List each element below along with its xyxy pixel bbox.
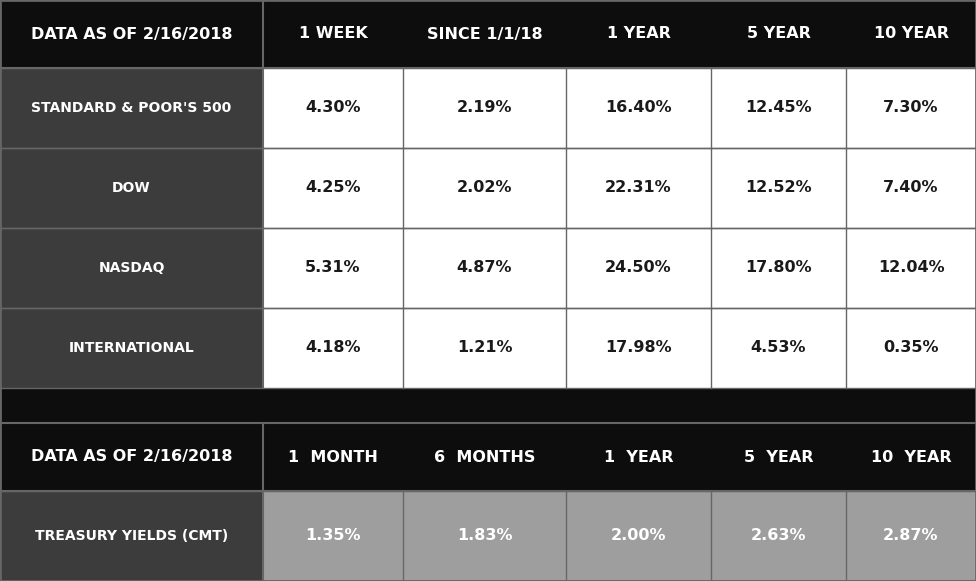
Bar (846, 491, 976, 581)
Bar (0, 491, 263, 581)
Text: 16.40%: 16.40% (605, 101, 671, 116)
Text: 2.63%: 2.63% (751, 529, 806, 543)
Text: 4.18%: 4.18% (305, 340, 361, 356)
Text: 2.00%: 2.00% (611, 529, 667, 543)
Text: 2.02%: 2.02% (457, 181, 512, 195)
Text: 17.98%: 17.98% (605, 340, 671, 356)
Text: 2.87%: 2.87% (883, 529, 939, 543)
Text: TREASURY YIELDS (CMT): TREASURY YIELDS (CMT) (35, 529, 228, 543)
Text: 22.31%: 22.31% (605, 181, 671, 195)
Text: 5 YEAR: 5 YEAR (747, 27, 810, 41)
Bar (263, 308, 403, 388)
Bar (846, 148, 976, 228)
Text: 0.35%: 0.35% (883, 340, 939, 356)
Text: 1 YEAR: 1 YEAR (606, 27, 671, 41)
Text: STANDARD & POOR'S 500: STANDARD & POOR'S 500 (31, 101, 231, 115)
Bar (0, 388, 976, 423)
Bar (263, 148, 403, 228)
Text: 12.04%: 12.04% (877, 260, 945, 275)
Bar (566, 68, 711, 148)
Bar (566, 148, 711, 228)
Bar (263, 491, 403, 581)
Text: 5  YEAR: 5 YEAR (744, 450, 813, 464)
Text: 4.25%: 4.25% (305, 181, 361, 195)
Bar (0, 68, 263, 148)
Bar (566, 491, 711, 581)
Text: 1 WEEK: 1 WEEK (299, 27, 367, 41)
Bar (0, 308, 263, 388)
Bar (846, 228, 976, 308)
Bar (263, 68, 403, 148)
Text: 17.80%: 17.80% (746, 260, 812, 275)
Text: 5.31%: 5.31% (305, 260, 361, 275)
Text: 1.83%: 1.83% (457, 529, 512, 543)
Bar (846, 308, 976, 388)
Bar (846, 68, 976, 148)
Text: DOW: DOW (112, 181, 151, 195)
Text: 6  MONTHS: 6 MONTHS (433, 450, 535, 464)
Text: 4.53%: 4.53% (751, 340, 806, 356)
Text: 1.35%: 1.35% (305, 529, 361, 543)
Bar (0, 148, 263, 228)
Bar (403, 148, 566, 228)
Text: 7.30%: 7.30% (883, 101, 939, 116)
Text: SINCE 1/1/18: SINCE 1/1/18 (427, 27, 543, 41)
Text: 10 YEAR: 10 YEAR (874, 27, 949, 41)
Text: 12.52%: 12.52% (746, 181, 812, 195)
Bar (0, 0, 976, 68)
Text: NASDAQ: NASDAQ (99, 261, 165, 275)
Bar (0, 228, 263, 308)
Text: 2.19%: 2.19% (457, 101, 512, 116)
Text: 4.87%: 4.87% (457, 260, 512, 275)
Text: INTERNATIONAL: INTERNATIONAL (68, 341, 194, 355)
Bar (403, 228, 566, 308)
Text: 10  YEAR: 10 YEAR (871, 450, 952, 464)
Bar (403, 68, 566, 148)
Bar (0, 423, 976, 491)
Text: DATA AS OF 2/16/2018: DATA AS OF 2/16/2018 (31, 450, 232, 464)
Bar (403, 491, 566, 581)
Bar (711, 228, 846, 308)
Bar (566, 228, 711, 308)
Bar (711, 308, 846, 388)
Bar (711, 68, 846, 148)
Text: 1  MONTH: 1 MONTH (288, 450, 378, 464)
Text: 1  YEAR: 1 YEAR (604, 450, 673, 464)
Bar (711, 491, 846, 581)
Text: 7.40%: 7.40% (883, 181, 939, 195)
Bar (711, 148, 846, 228)
Text: 1.21%: 1.21% (457, 340, 512, 356)
Text: 4.30%: 4.30% (305, 101, 361, 116)
Text: 12.45%: 12.45% (746, 101, 812, 116)
Bar (263, 228, 403, 308)
Text: 24.50%: 24.50% (605, 260, 671, 275)
Bar (403, 308, 566, 388)
Bar (566, 308, 711, 388)
Text: DATA AS OF 2/16/2018: DATA AS OF 2/16/2018 (31, 27, 232, 41)
